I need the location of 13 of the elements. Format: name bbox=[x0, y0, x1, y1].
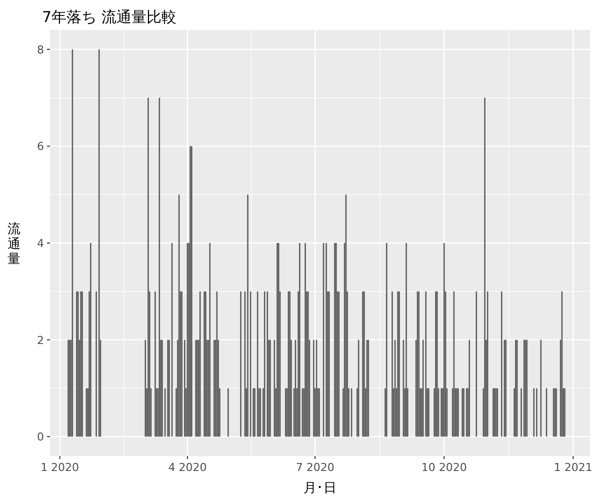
x-tick-label: 1 2020 bbox=[40, 461, 80, 474]
y-axis-title: 流通量 bbox=[8, 221, 20, 267]
x-axis-title: 月･日 bbox=[304, 481, 336, 496]
y-tick-label: 0 bbox=[37, 430, 44, 444]
chart-title: 7年落ち 流通量比較 bbox=[42, 8, 176, 26]
x-tick-label: 4 2020 bbox=[168, 461, 207, 474]
y-tick-label: 4 bbox=[37, 237, 44, 250]
x-tick-label: 1 2021 bbox=[554, 461, 592, 474]
x-tick-label: 10 2020 bbox=[421, 461, 467, 474]
y-tick-label: 2 bbox=[37, 334, 44, 347]
y-tick-label: 6 bbox=[37, 140, 44, 154]
x-tick-label: 7 2020 bbox=[296, 461, 334, 474]
y-tick-label: 8 bbox=[37, 43, 44, 56]
